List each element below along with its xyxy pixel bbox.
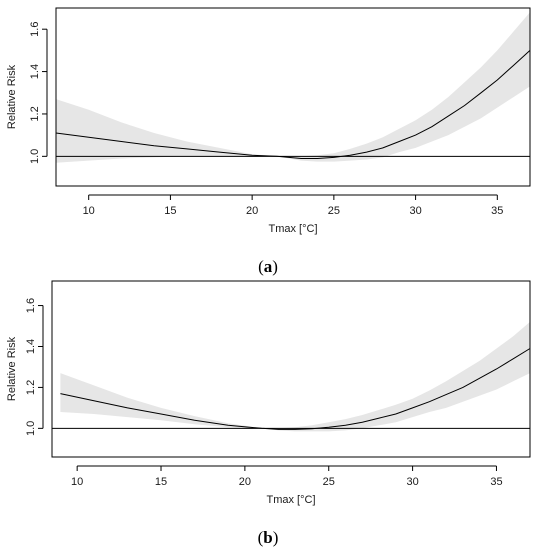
x-tick-label: 10 (71, 476, 83, 488)
relative-risk-curve (55, 50, 531, 159)
y-tick-label: 1.4 (25, 339, 37, 354)
y-tick-label: 1.6 (29, 22, 41, 37)
y-tick-label: 1.0 (25, 421, 37, 436)
x-tick-label: 10 (83, 205, 95, 217)
axes-layer: 10 15 20 25 30 35 1.0 1.2 1.4 1.6 (25, 298, 503, 488)
y-tick-label: 1.2 (29, 106, 41, 121)
x-tick-label: 30 (406, 476, 418, 488)
chart-panel-b: 10 15 20 25 30 35 1.0 1.2 1.4 1.6 Tmax [°C] Relat… (6, 280, 531, 547)
confidence-band (60, 321, 531, 432)
y-tick-label: 1.2 (25, 380, 37, 395)
plot-frame (51, 280, 531, 458)
confidence-band (56, 12, 530, 163)
panel-letter: a (264, 257, 273, 276)
y-axis-title: Relative Risk (6, 64, 18, 129)
x-tick-label: 35 (490, 476, 502, 488)
chart-panel-a: 10 15 20 25 30 35 1.0 1.2 1.4 1.6 Tmax [°C] Relat… (6, 7, 531, 276)
x-tick-label: 15 (164, 205, 176, 217)
x-tick-label: 35 (491, 205, 503, 217)
panel-letter: b (263, 528, 272, 547)
y-tick-label: 1.6 (25, 298, 37, 313)
risk-curve-layer (60, 348, 531, 430)
plot-frame (55, 7, 531, 187)
panel-label: (b) (258, 528, 279, 547)
axes-layer: 10 15 20 25 30 35 1.0 1.2 1.4 1.6 (29, 22, 503, 217)
y-tick-label: 1.4 (29, 64, 41, 79)
x-tick-label: 15 (155, 476, 167, 488)
y-tick-label: 1.0 (29, 149, 41, 164)
x-tick-label: 25 (328, 205, 340, 217)
x-axis-title: Tmax [°C] (268, 223, 317, 235)
risk-curve-layer (55, 50, 531, 159)
panel-label: (a) (258, 257, 278, 276)
x-tick-label: 20 (239, 476, 251, 488)
y-axis-title: Relative Risk (6, 336, 18, 401)
confidence-band-layer (56, 12, 530, 163)
x-axis-title: Tmax [°C] (266, 494, 315, 506)
x-tick-label: 20 (246, 205, 258, 217)
confidence-band-layer (60, 321, 531, 432)
x-tick-label: 25 (323, 476, 335, 488)
relative-risk-curve (60, 348, 531, 430)
x-tick-label: 30 (409, 205, 421, 217)
